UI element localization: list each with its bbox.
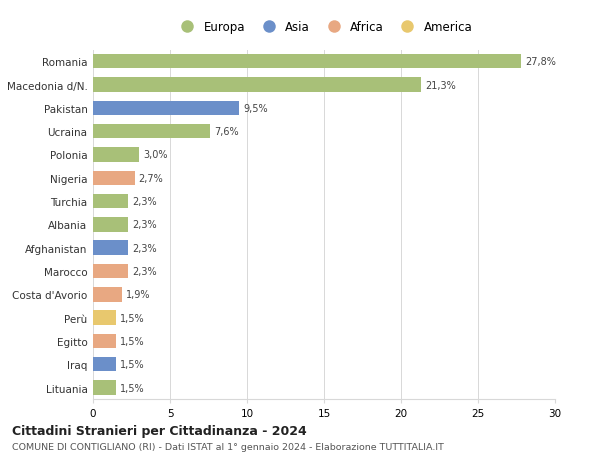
Bar <box>93 148 139 162</box>
Bar <box>93 55 521 69</box>
Text: 2,7%: 2,7% <box>139 174 163 184</box>
Bar <box>93 241 128 255</box>
Text: 2,3%: 2,3% <box>132 196 157 207</box>
Text: 9,5%: 9,5% <box>243 104 268 114</box>
Text: 1,5%: 1,5% <box>120 336 145 346</box>
Text: 2,3%: 2,3% <box>132 220 157 230</box>
Text: 1,9%: 1,9% <box>126 290 151 300</box>
Text: 7,6%: 7,6% <box>214 127 239 137</box>
Bar <box>93 381 116 395</box>
Text: 3,0%: 3,0% <box>143 150 167 160</box>
Text: 2,3%: 2,3% <box>132 266 157 276</box>
Bar <box>93 287 122 302</box>
Bar <box>93 334 116 348</box>
Bar <box>93 171 134 185</box>
Bar <box>93 311 116 325</box>
Text: 21,3%: 21,3% <box>425 80 455 90</box>
Text: 2,3%: 2,3% <box>132 243 157 253</box>
Bar <box>93 125 210 139</box>
Bar <box>93 218 128 232</box>
Legend: Europa, Asia, Africa, America: Europa, Asia, Africa, America <box>170 16 478 39</box>
Text: 1,5%: 1,5% <box>120 313 145 323</box>
Bar <box>93 101 239 116</box>
Text: 1,5%: 1,5% <box>120 383 145 393</box>
Text: Cittadini Stranieri per Cittadinanza - 2024: Cittadini Stranieri per Cittadinanza - 2… <box>12 425 307 437</box>
Bar <box>93 357 116 372</box>
Bar <box>93 78 421 93</box>
Bar <box>93 264 128 279</box>
Bar <box>93 195 128 209</box>
Text: 1,5%: 1,5% <box>120 359 145 369</box>
Text: 27,8%: 27,8% <box>525 57 556 67</box>
Text: COMUNE DI CONTIGLIANO (RI) - Dati ISTAT al 1° gennaio 2024 - Elaborazione TUTTIT: COMUNE DI CONTIGLIANO (RI) - Dati ISTAT … <box>12 442 444 451</box>
